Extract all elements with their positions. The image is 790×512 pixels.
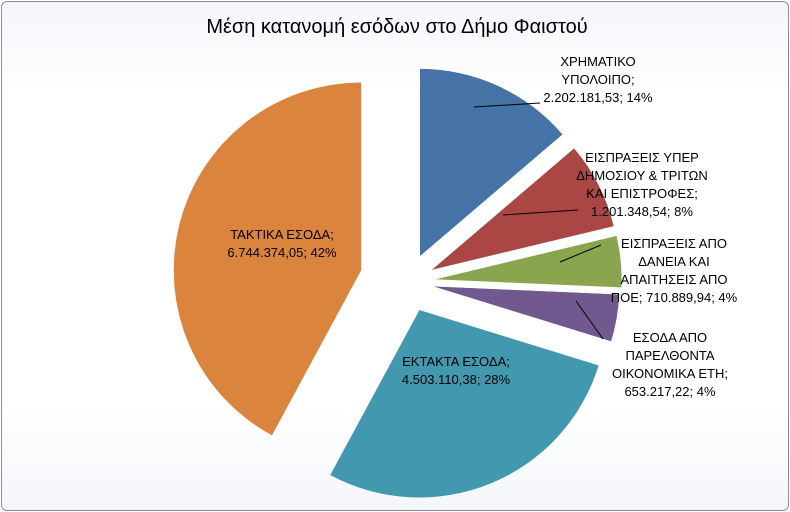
leader-line: [502, 209, 579, 216]
slice-data-label: ΕΣΟΔΑ ΑΠΟ ΠΑΡΕΛΘΟΝΤΑ ΟΙΚΟΝΟΜΙΚΑ ΕΤΗ; 653.21…: [612, 330, 728, 399]
slice-data-label: ΤΑΚΤΙΚΑ ΕΣΟΔΑ; 6.744.374,05; 42%: [227, 227, 337, 260]
pie-slice: [431, 147, 615, 271]
pie-slice: [173, 81, 362, 436]
pie-slice: [431, 285, 620, 342]
chart-title: Μέση κατανομή εσόδων στο Δήμο Φαιστού: [206, 16, 588, 38]
leader-line: [473, 102, 541, 108]
pie-slice: [433, 235, 623, 288]
pie-slice: [419, 68, 564, 258]
slice-data-label: ΕΚΤΑΚΤΑ ΕΣΟΔΑ; 4.503.110,38; 28%: [402, 354, 511, 387]
leader-line: [559, 244, 602, 263]
slice-data-label: ΕΙΣΠΡΑΞΕΙΣ ΥΠΕΡ ΔΗΜΟΣΙΟΥ & ΤΡΙΤΩΝ ΚΑΙ ΕΠΙΣ…: [576, 150, 708, 219]
leader-line: [575, 300, 604, 340]
slice-data-label: ΕΙΣΠΡΑΞΕΙΣ ΑΠΟ ΔΑΝΕΙΑ ΚΑΙ ΑΠΑΙΤΗΣΕΙΣ ΑΠΟ ΠΟ…: [611, 236, 738, 305]
pie-slice: [329, 309, 600, 498]
slice-data-label: ΧΡΗΜΑΤΙΚΟ ΥΠΟΛΟΙΠΟ; 2.202.181,53; 14%: [543, 54, 653, 105]
